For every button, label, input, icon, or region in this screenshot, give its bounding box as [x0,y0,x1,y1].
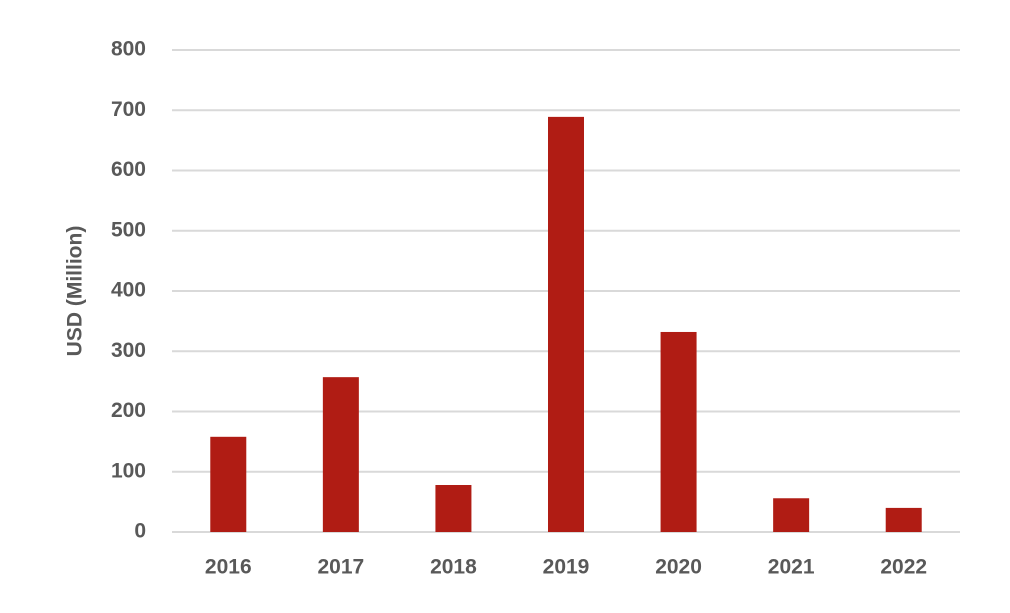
x-tick-label: 2017 [317,556,364,579]
y-tick-label: 500 [111,218,146,241]
bar [210,436,247,532]
bar [885,507,922,532]
x-tick-label: 2022 [880,556,927,579]
x-tick-label: 2016 [205,556,252,579]
bar [773,498,810,532]
bar [660,331,697,532]
y-tick-label: 600 [111,158,146,181]
y-tick-label: 700 [111,98,146,121]
x-tick-label: 2019 [543,556,590,579]
y-axis-label: USD (Million) [64,226,87,357]
y-tick-label: 800 [111,38,146,61]
y-tick-label: 400 [111,279,146,302]
y-tick-label: 200 [111,399,146,422]
bar [548,116,584,532]
x-tick-label: 2020 [655,556,702,579]
y-tick-label: 300 [111,339,146,362]
bar [322,377,359,532]
x-tick-label: 2021 [768,556,815,579]
x-tick-label: 2018 [430,556,477,579]
y-tick-label: 0 [134,520,146,543]
y-tick-label: 100 [111,459,146,482]
bar [435,485,472,532]
